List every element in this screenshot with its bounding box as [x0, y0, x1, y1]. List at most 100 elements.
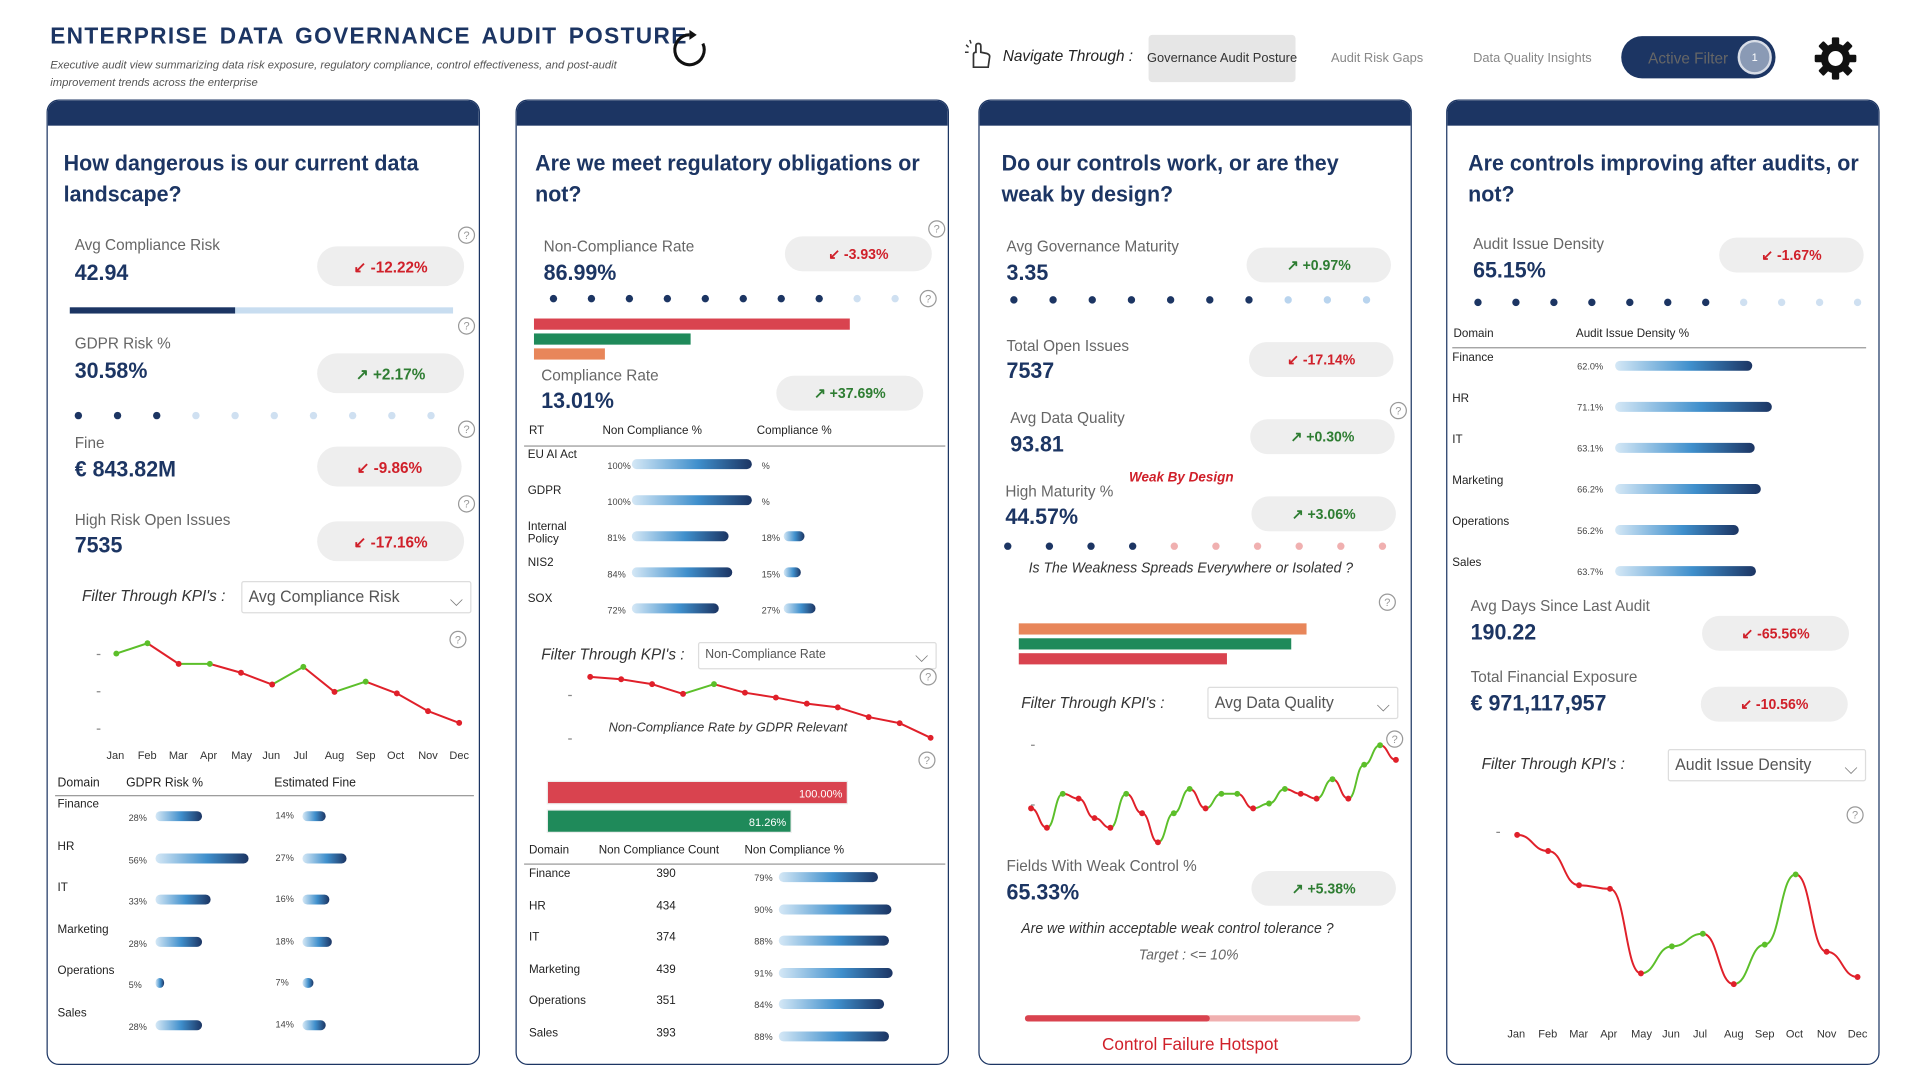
info-icon[interactable]: ? [457, 226, 476, 244]
dot [1550, 298, 1558, 307]
data-point [1545, 848, 1552, 855]
noncompliance-bar [778, 1030, 889, 1041]
month-label: Mar [1569, 1027, 1589, 1041]
nav-data-quality-insights[interactable]: Data Quality Insights [1473, 51, 1592, 66]
kpi-delta: ↗ +0.97% [1246, 247, 1392, 283]
dot [587, 294, 596, 303]
kpi-delta: ↗ +2.17% [317, 353, 465, 394]
line-segment [1609, 887, 1642, 975]
gdpr-value: 56% [128, 854, 147, 866]
active-filter-count: 1 [1737, 39, 1772, 75]
data-point [1607, 885, 1613, 892]
gdpr-value: 28% [128, 1020, 147, 1033]
line-chart-audit-density [1496, 831, 1861, 988]
dot [777, 294, 785, 303]
density-value: 63.7% [1577, 566, 1604, 578]
dot [1284, 296, 1292, 304]
regulation-cell: EU AI Act [527, 447, 577, 462]
nav-audit-risk-gaps[interactable]: Audit Risk Gaps [1331, 51, 1424, 66]
data-point [1043, 824, 1050, 831]
line-segment [1764, 873, 1797, 946]
info-icon[interactable]: ? [1846, 806, 1864, 824]
dot [1815, 298, 1824, 307]
data-point [1792, 871, 1799, 878]
panel-header-bar [47, 100, 479, 126]
line-segment [1332, 778, 1349, 800]
kpi-filter-dropdown[interactable]: Avg Compliance Risk ⌵ [241, 581, 472, 614]
gdpr-value: 28% [128, 937, 147, 949]
info-icon[interactable]: ? [919, 289, 937, 308]
dot [1253, 542, 1262, 550]
kpi-filter-dropdown[interactable]: Non-Compliance Rate ⌵ [697, 642, 937, 670]
panel-question: Are controls improving after audits, or … [1468, 150, 1859, 207]
month-label: Oct [1785, 1027, 1804, 1041]
kpi-delta: ↗ +3.06% [1251, 496, 1396, 532]
info-icon[interactable]: ? [918, 751, 936, 769]
dot [1626, 298, 1634, 307]
filter-label: Filter Through KPI's : [1481, 755, 1625, 773]
dot [1010, 296, 1018, 304]
gear-icon[interactable] [1812, 35, 1859, 82]
data-point [1361, 761, 1368, 768]
month-label: Jan [106, 749, 125, 762]
kpi-label: Avg Compliance Risk [74, 236, 220, 254]
compliance-bar [783, 567, 802, 578]
domain-cell: HR [1452, 391, 1470, 406]
regulation-cell: Internal Policy [527, 520, 567, 547]
domain-cell: Operations [528, 994, 586, 1008]
dot [1206, 296, 1214, 304]
info-icon[interactable]: ? [1389, 401, 1407, 420]
data-point [331, 688, 338, 695]
compliance-value: % [761, 460, 770, 472]
hand-pointer-icon [964, 39, 991, 69]
data-point [865, 714, 872, 721]
dot [1337, 542, 1345, 550]
refresh-icon[interactable] [667, 27, 711, 72]
density-bar [1615, 483, 1762, 494]
line-segment [240, 671, 273, 686]
active-filter-button[interactable]: Active Filter 1 [1621, 36, 1776, 79]
dot [1170, 542, 1178, 550]
info-icon[interactable]: ? [1378, 593, 1396, 611]
kpi-delta: ↙ -3.93% [784, 236, 932, 272]
noncompliance-bar [778, 999, 884, 1010]
data-point [1730, 981, 1737, 988]
dot [1088, 296, 1096, 304]
line-segment [1268, 787, 1286, 805]
info-icon[interactable]: ? [928, 220, 946, 238]
domain-cell: Marketing [57, 922, 109, 937]
kpi-filter-dropdown[interactable]: Avg Data Quality ⌵ [1207, 686, 1399, 720]
kpi-label: Avg Data Quality [1010, 409, 1125, 427]
weakness-bar [1018, 623, 1307, 635]
info-icon[interactable]: ? [1386, 730, 1404, 748]
data-point [1186, 785, 1193, 792]
domain-cell: Sales [57, 1005, 87, 1020]
month-label: Jan [1507, 1027, 1526, 1041]
kpi-delta: ↙ -10.56% [1700, 686, 1848, 722]
info-icon[interactable]: ? [919, 668, 937, 686]
info-icon[interactable]: ? [457, 317, 476, 335]
chevron-down-icon: ⌵ [449, 589, 463, 610]
info-icon[interactable]: ? [457, 495, 476, 513]
month-label: Dec [449, 749, 470, 762]
kpi-label: Non-Compliance Rate [543, 237, 695, 256]
data-point [1638, 970, 1644, 977]
panel-header-bar [979, 100, 1411, 126]
weakness-bar [1018, 653, 1227, 665]
data-point [649, 681, 656, 688]
noncompliance-bar [631, 459, 752, 470]
domain-cell: Finance [1452, 350, 1494, 365]
table-header: Domain [1453, 327, 1494, 341]
nav-governance-audit-posture[interactable]: Governance Audit Posture [1147, 34, 1297, 83]
dot [663, 294, 672, 303]
month-label: Sep [355, 749, 376, 762]
info-icon[interactable]: ? [457, 420, 476, 438]
kpi-filter-dropdown[interactable]: Audit Issue Density ⌵ [1667, 749, 1867, 782]
kpi-label: Avg Days Since Last Audit [1470, 597, 1650, 615]
data-point [425, 708, 431, 715]
data-point [1345, 795, 1352, 802]
table-header: Audit Issue Density % [1575, 327, 1690, 341]
data-point [1250, 805, 1257, 812]
info-icon[interactable]: ? [449, 630, 467, 649]
month-label: Nov [1816, 1027, 1837, 1041]
